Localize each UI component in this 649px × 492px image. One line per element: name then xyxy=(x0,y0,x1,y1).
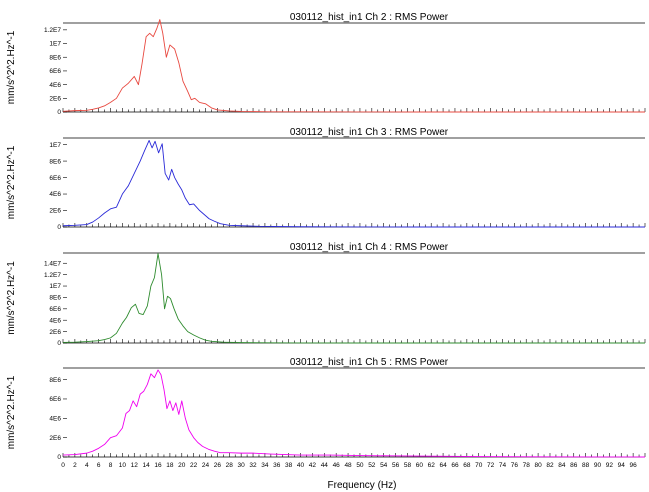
series-line-3 xyxy=(62,253,645,344)
x-tick-label: 4 xyxy=(85,462,89,469)
x-tick-label: 48 xyxy=(344,462,352,469)
y-tick-label: 8E6 xyxy=(49,377,61,384)
x-tick-label: 26 xyxy=(214,462,222,469)
x-tick-label: 18 xyxy=(166,462,174,469)
x-tick-label: 8 xyxy=(109,462,113,469)
x-tick-label: 72 xyxy=(487,462,495,469)
series-line-1 xyxy=(62,19,645,113)
x-tick-label: 76 xyxy=(511,462,519,469)
x-tick-label: 82 xyxy=(546,462,554,469)
y-tick-label: 1E7 xyxy=(49,283,61,290)
x-tick-label: 64 xyxy=(439,462,447,469)
y-axis-label: mm/s^2^2.Hz^-1 xyxy=(6,375,17,449)
x-tick-label: 78 xyxy=(523,462,531,469)
y-tick-label: 8E6 xyxy=(49,295,61,302)
series-line-4 xyxy=(62,369,646,458)
x-tick-label: 94 xyxy=(618,462,626,469)
y-tick-label: 2E6 xyxy=(49,96,61,103)
x-tick-label: 88 xyxy=(582,462,590,469)
y-tick-label: 6E6 xyxy=(49,306,61,313)
series-line-2 xyxy=(62,140,645,228)
x-tick-label: 56 xyxy=(392,462,400,469)
x-tick-label: 10 xyxy=(119,462,127,469)
x-tick-label: 58 xyxy=(404,462,412,469)
x-tick-label: 22 xyxy=(190,462,198,469)
y-tick-label: 8E6 xyxy=(49,54,61,61)
y-tick-label: 0 xyxy=(57,454,61,461)
x-tick-label: 20 xyxy=(178,462,186,469)
x-tick-label: 92 xyxy=(606,462,614,469)
x-tick-label: 16 xyxy=(154,462,162,469)
x-tick-label: 60 xyxy=(416,462,424,469)
x-tick-label: 84 xyxy=(558,462,566,469)
x-tick-label: 14 xyxy=(143,462,151,469)
x-tick-label: 54 xyxy=(380,462,388,469)
chart-title: 030112_hist_in1 Ch 4 : RMS Power xyxy=(290,242,449,253)
x-tick-label: 74 xyxy=(499,462,507,469)
y-tick-label: 4E6 xyxy=(49,191,61,198)
y-tick-label: 1.2E7 xyxy=(44,27,61,34)
x-tick-label: 50 xyxy=(356,462,364,469)
x-tick-label: 86 xyxy=(570,462,578,469)
y-tick-label: 8E6 xyxy=(49,158,61,165)
x-tick-label: 80 xyxy=(534,462,542,469)
x-tick-label: 68 xyxy=(463,462,471,469)
y-tick-label: 1E7 xyxy=(49,41,61,48)
x-tick-label: 24 xyxy=(202,462,210,469)
chart-title: 030112_hist_in1 Ch 2 : RMS Power xyxy=(290,12,449,23)
x-tick-label: 96 xyxy=(630,462,638,469)
x-tick-label: 12 xyxy=(131,462,139,469)
x-tick-label: 70 xyxy=(475,462,483,469)
y-tick-label: 1E7 xyxy=(49,142,61,149)
y-axis-label: mm/s^2^2.Hz^-1 xyxy=(6,30,17,104)
y-tick-label: 4E6 xyxy=(49,416,61,423)
x-tick-label: 38 xyxy=(285,462,293,469)
y-axis-label: mm/s^2^2.Hz^-1 xyxy=(6,145,17,219)
y-tick-label: 1.4E7 xyxy=(44,260,61,267)
x-tick-label: 90 xyxy=(594,462,602,469)
x-tick-label: 34 xyxy=(261,462,269,469)
y-tick-label: 4E6 xyxy=(49,82,61,89)
x-tick-label: 66 xyxy=(451,462,459,469)
chart-title: 030112_hist_in1 Ch 5 : RMS Power xyxy=(290,357,449,368)
x-tick-label: 36 xyxy=(273,462,281,469)
y-tick-label: 6E6 xyxy=(49,68,61,75)
y-tick-label: 0 xyxy=(57,340,61,347)
x-tick-label: 46 xyxy=(333,462,341,469)
x-tick-label: 44 xyxy=(321,462,329,469)
y-tick-label: 6E6 xyxy=(49,175,61,182)
x-axis-label: Frequency (Hz) xyxy=(328,480,397,491)
y-tick-label: 2E6 xyxy=(49,329,61,336)
chart-title: 030112_hist_in1 Ch 3 : RMS Power xyxy=(290,127,449,138)
y-tick-label: 6E6 xyxy=(49,396,61,403)
y-axis-label: mm/s^2^2.Hz^-1 xyxy=(6,261,17,335)
y-tick-label: 0 xyxy=(57,109,61,116)
x-tick-label: 52 xyxy=(368,462,376,469)
x-tick-label: 6 xyxy=(97,462,101,469)
y-tick-label: 1.2E7 xyxy=(44,272,61,279)
x-tick-label: 62 xyxy=(428,462,436,469)
y-tick-label: 4E6 xyxy=(49,317,61,324)
x-tick-label: 28 xyxy=(226,462,234,469)
y-tick-label: 0 xyxy=(57,224,61,231)
y-tick-label: 2E6 xyxy=(49,435,61,442)
y-tick-label: 2E6 xyxy=(49,208,61,215)
x-tick-label: 42 xyxy=(309,462,317,469)
x-tick-label: 0 xyxy=(61,462,65,469)
x-tick-label: 2 xyxy=(73,462,77,469)
x-tick-label: 32 xyxy=(249,462,257,469)
x-tick-label: 40 xyxy=(297,462,305,469)
x-tick-label: 30 xyxy=(238,462,246,469)
